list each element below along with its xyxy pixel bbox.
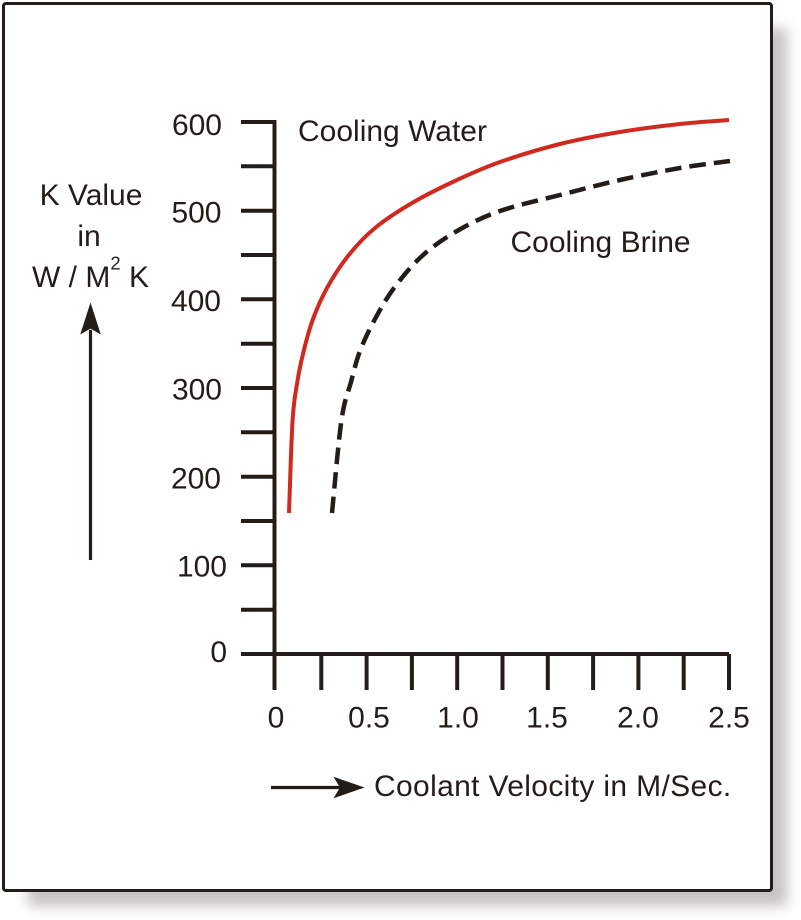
svg-text:600: 600 bbox=[172, 109, 222, 142]
svg-text:2.0: 2.0 bbox=[617, 702, 659, 735]
svg-text:0: 0 bbox=[210, 636, 227, 669]
svg-text:1.0: 1.0 bbox=[437, 702, 479, 735]
svg-text:0.5: 0.5 bbox=[348, 702, 390, 735]
svg-text:0: 0 bbox=[268, 702, 285, 735]
svg-text:W / M2 K: W / M2 K bbox=[32, 253, 149, 295]
svg-text:Cooling Water: Cooling Water bbox=[298, 115, 487, 148]
svg-text:200: 200 bbox=[171, 463, 221, 496]
svg-text:300: 300 bbox=[172, 374, 222, 407]
svg-text:Coolant Velocity in M/Sec.: Coolant Velocity in M/Sec. bbox=[374, 770, 732, 803]
svg-text:500: 500 bbox=[171, 197, 221, 230]
svg-text:K Value: K Value bbox=[40, 179, 143, 212]
svg-text:Cooling Brine: Cooling Brine bbox=[511, 226, 691, 259]
svg-text:in: in bbox=[77, 220, 100, 253]
svg-text:1.5: 1.5 bbox=[526, 702, 568, 735]
svg-text:100: 100 bbox=[177, 551, 227, 584]
svg-text:400: 400 bbox=[171, 285, 221, 318]
svg-text:2.5: 2.5 bbox=[708, 702, 750, 735]
